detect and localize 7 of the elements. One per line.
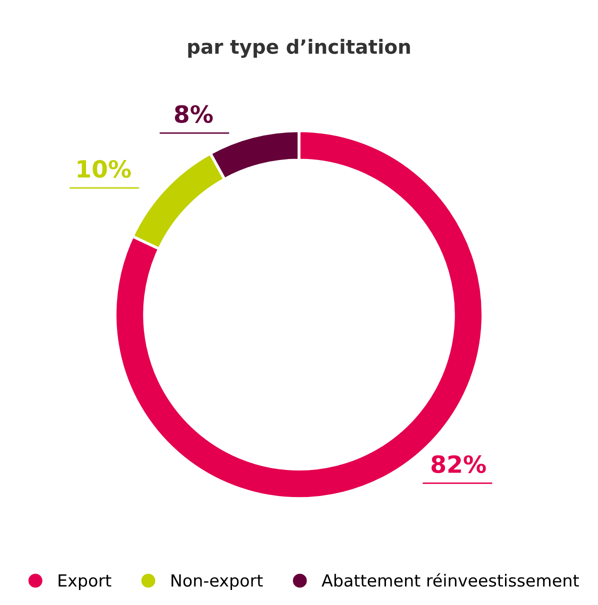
data-label: 82%: [432, 455, 486, 474]
data-label: 8%: [174, 105, 213, 123]
chart-title: par type d’incitation: [188, 38, 410, 58]
legend-label: Non-export: [172, 574, 263, 590]
data-label: 10%: [78, 160, 131, 178]
legend-label: Export: [58, 574, 112, 590]
legend-label: Abattement réinveestissement: [322, 573, 579, 587]
